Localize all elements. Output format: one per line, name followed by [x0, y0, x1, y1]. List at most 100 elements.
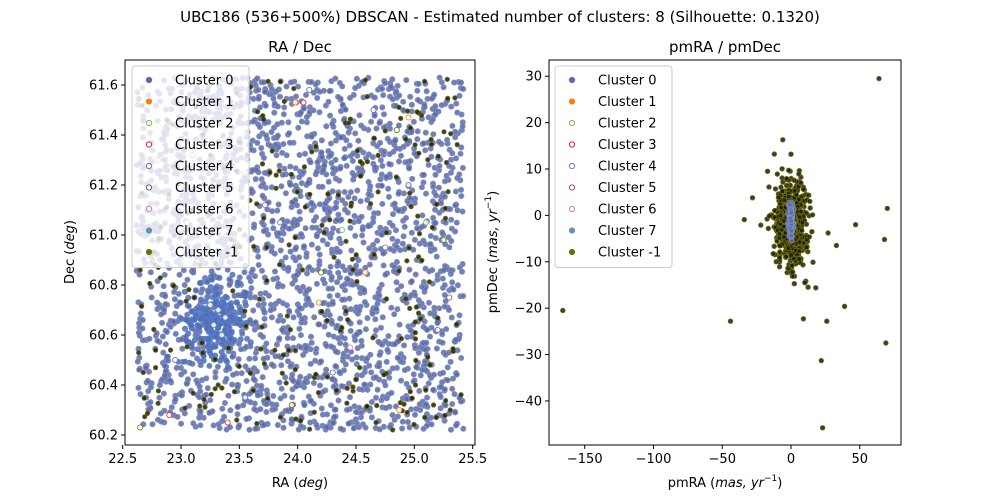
- ra-dec-point: [321, 162, 328, 169]
- pm-x-tick-label: −100: [636, 452, 672, 467]
- ra-dec-point: [377, 176, 384, 183]
- ra-dec-noise-point: [199, 340, 205, 346]
- ra-dec-point: [139, 316, 146, 323]
- ra-dec-point: [134, 358, 141, 365]
- ra-dec-noise-point: [136, 350, 142, 356]
- ra-dec-point: [272, 88, 279, 95]
- pm-noise-point: [806, 234, 813, 240]
- ra-dec-noise-point: [292, 347, 299, 354]
- ra-dec-point: [229, 353, 236, 360]
- ra-dec-point: [376, 426, 383, 433]
- ra-dec-point: [408, 101, 415, 108]
- ra-dec-noise-point: [344, 400, 350, 406]
- ra-dec-point: [350, 92, 357, 99]
- ra-dec-point: [258, 267, 265, 274]
- ra-dec-cluster-point: [213, 333, 220, 340]
- pm-noise-point: [806, 192, 812, 198]
- ra-dec-legend-entry: Cluster 4: [175, 160, 234, 175]
- ra-dec-y-tick-label: 61.6: [89, 79, 118, 94]
- ra-dec-point: [377, 224, 384, 231]
- ra-dec-point: [421, 101, 428, 108]
- ra-dec-point: [273, 152, 280, 159]
- ra-dec-point: [270, 225, 277, 232]
- ra-dec-point: [443, 172, 450, 179]
- ra-dec-point: [256, 124, 263, 131]
- ra-dec-noise-point: [382, 128, 388, 134]
- ra-dec-noise-point: [441, 129, 447, 135]
- ra-dec-point: [323, 366, 330, 373]
- ra-dec-point: [296, 208, 303, 215]
- ra-dec-point: [284, 334, 291, 341]
- ra-dec-y-tick-label: 61.2: [89, 179, 118, 194]
- ra-dec-point: [326, 208, 333, 215]
- ra-dec-point: [252, 319, 259, 326]
- ra-dec-point: [286, 139, 293, 146]
- ra-dec-legend-frame: [131, 65, 250, 268]
- ra-dec-point: [377, 324, 384, 331]
- ra-dec-noise-point: [313, 371, 319, 377]
- ra-dec-point: [308, 133, 315, 140]
- pm-noise-point: [784, 175, 790, 182]
- ra-dec-point: [255, 86, 262, 93]
- ra-dec-point: [444, 364, 451, 371]
- ra-dec-point: [337, 315, 344, 322]
- ra-dec-point: [448, 237, 455, 244]
- ra-dec-point: [408, 292, 415, 299]
- ra-dec-legend-marker: [145, 76, 153, 84]
- ra-dec-point: [414, 87, 421, 94]
- ra-dec-point: [256, 104, 263, 111]
- ra-dec-noise-point: [186, 286, 192, 293]
- ra-dec-point: [226, 424, 233, 431]
- ra-dec-point: [269, 217, 276, 224]
- ra-dec-point: [359, 232, 366, 239]
- ra-dec-point: [318, 137, 325, 144]
- ra-dec-point: [410, 118, 417, 125]
- ra-dec-noise-point: [429, 224, 435, 230]
- ra-dec-point: [289, 280, 296, 287]
- ra-dec-point: [385, 333, 392, 340]
- ra-dec-cluster-point: [216, 321, 223, 328]
- ra-dec-point: [306, 286, 313, 293]
- ra-dec-point: [345, 420, 352, 427]
- ra-dec-point: [307, 397, 314, 404]
- ra-dec-point: [275, 201, 282, 208]
- pm-legend-entry: Cluster 4: [598, 160, 657, 175]
- ra-dec-point: [416, 387, 423, 394]
- ra-dec-noise-point: [258, 346, 264, 352]
- ra-dec-point: [452, 336, 459, 343]
- ra-dec-point: [368, 118, 375, 125]
- ra-dec-point: [327, 140, 334, 147]
- ra-dec-point: [310, 107, 317, 114]
- ra-dec-point: [361, 286, 368, 293]
- ra-dec-point: [407, 93, 414, 100]
- ra-dec-point: [358, 337, 365, 344]
- pm-noise-point: [781, 234, 787, 240]
- ra-dec-noise-point: [412, 336, 419, 342]
- ra-dec-noise-point: [406, 245, 412, 251]
- ra-dec-cluster-point: [196, 279, 203, 286]
- ra-dec-cluster-point: [203, 311, 210, 318]
- ra-dec-point: [274, 421, 281, 428]
- ra-dec-point: [395, 158, 402, 165]
- ra-dec-point: [361, 381, 368, 388]
- ra-dec-noise-point: [313, 143, 319, 149]
- ra-dec-point: [340, 367, 347, 374]
- ra-dec-point: [423, 401, 430, 408]
- ra-dec-point: [323, 123, 330, 130]
- ra-dec-noise-point: [319, 222, 325, 228]
- ra-dec-series-point: [277, 219, 284, 226]
- ra-dec-point: [370, 241, 377, 248]
- ra-dec-point: [325, 178, 332, 185]
- ra-dec-noise-point: [243, 323, 249, 329]
- ra-dec-series-point: [446, 294, 453, 301]
- ra-dec-point: [339, 197, 346, 204]
- ra-dec-point: [149, 421, 156, 428]
- ra-dec-noise-point: [345, 317, 351, 323]
- ra-dec-point: [313, 168, 320, 175]
- ra-dec-point: [167, 323, 174, 330]
- ra-dec-series-point: [137, 424, 144, 431]
- ra-dec-cluster-point: [218, 348, 225, 355]
- ra-dec-point: [310, 89, 317, 96]
- ra-dec-point: [392, 403, 399, 410]
- ra-dec-point: [159, 333, 166, 340]
